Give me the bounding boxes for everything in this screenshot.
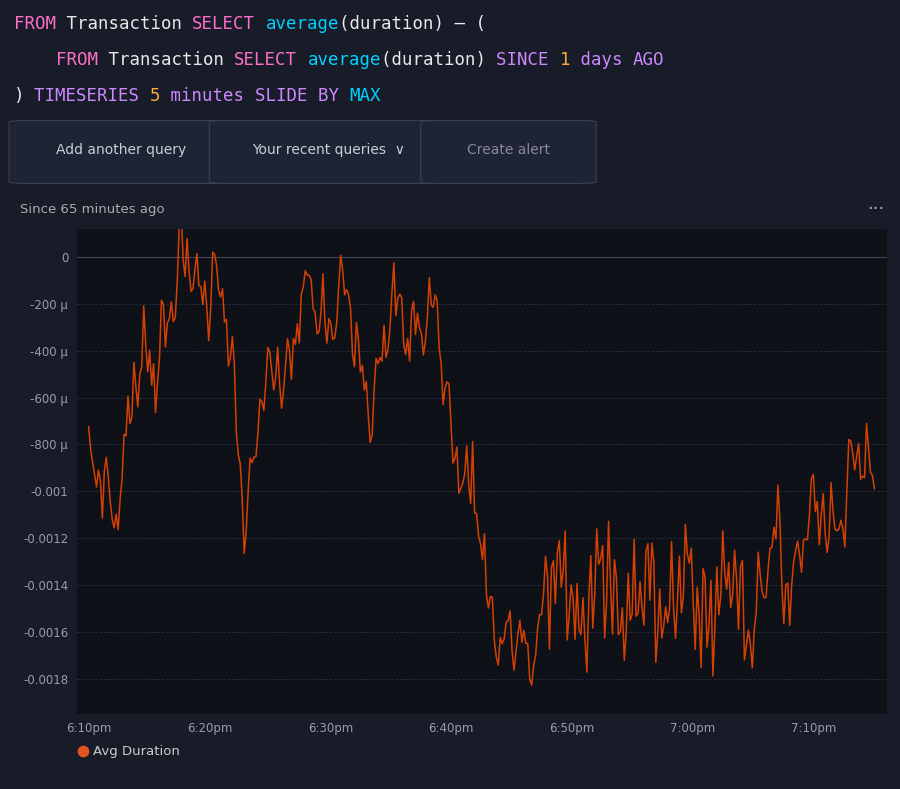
Text: BY: BY bbox=[318, 87, 349, 105]
Text: Create alert: Create alert bbox=[467, 144, 550, 157]
FancyBboxPatch shape bbox=[209, 121, 448, 184]
Text: Add another query: Add another query bbox=[57, 144, 186, 157]
Text: days: days bbox=[570, 50, 633, 69]
Text: ): ) bbox=[14, 87, 34, 105]
Text: 1: 1 bbox=[560, 50, 570, 69]
Text: average: average bbox=[308, 50, 381, 69]
Text: SELECT: SELECT bbox=[234, 50, 297, 69]
FancyBboxPatch shape bbox=[420, 121, 596, 184]
Text: ···: ··· bbox=[867, 200, 884, 219]
Text: minutes: minutes bbox=[160, 87, 255, 105]
Text: SLIDE: SLIDE bbox=[255, 87, 318, 105]
Text: FROM: FROM bbox=[14, 15, 56, 33]
Text: Since 65 minutes ago: Since 65 minutes ago bbox=[20, 203, 164, 216]
FancyBboxPatch shape bbox=[9, 121, 234, 184]
Text: SINCE: SINCE bbox=[497, 50, 560, 69]
Text: Avg Duration: Avg Duration bbox=[93, 745, 180, 757]
Text: Your recent queries  ∨: Your recent queries ∨ bbox=[252, 144, 405, 157]
Text: MAX: MAX bbox=[349, 87, 381, 105]
Text: AGO: AGO bbox=[633, 50, 664, 69]
Text: TIMESERIES: TIMESERIES bbox=[34, 87, 150, 105]
Point bbox=[533, 529, 547, 542]
Text: FROM: FROM bbox=[14, 50, 97, 69]
Text: (duration): (duration) bbox=[381, 50, 497, 69]
Text: SELECT: SELECT bbox=[192, 15, 255, 33]
Text: Transaction: Transaction bbox=[97, 50, 234, 69]
Text: 5: 5 bbox=[150, 87, 160, 105]
Text: Transaction: Transaction bbox=[56, 15, 192, 33]
Text: average: average bbox=[266, 15, 339, 33]
Text: (duration) – (: (duration) – ( bbox=[339, 15, 486, 33]
